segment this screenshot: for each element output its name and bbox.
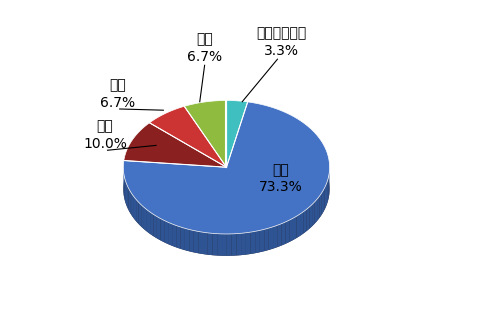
Polygon shape [309, 204, 312, 229]
Polygon shape [139, 202, 141, 227]
Polygon shape [164, 221, 168, 244]
Polygon shape [123, 122, 330, 256]
Polygon shape [327, 179, 328, 204]
Polygon shape [134, 197, 136, 221]
Text: 10.0%: 10.0% [83, 137, 127, 151]
Polygon shape [328, 176, 329, 200]
Polygon shape [232, 234, 236, 256]
Polygon shape [203, 232, 208, 255]
Polygon shape [241, 233, 246, 255]
Text: 73.3%: 73.3% [259, 180, 303, 194]
Polygon shape [160, 218, 164, 242]
Polygon shape [306, 207, 309, 231]
Polygon shape [194, 231, 198, 253]
Text: 台湾: 台湾 [97, 119, 113, 133]
Polygon shape [125, 179, 126, 204]
Polygon shape [150, 212, 153, 236]
Polygon shape [251, 231, 255, 254]
Text: 中国: 中国 [273, 163, 289, 177]
Text: タイ: タイ [196, 32, 213, 46]
Polygon shape [321, 191, 323, 215]
Polygon shape [236, 233, 241, 256]
Polygon shape [273, 225, 277, 249]
Polygon shape [326, 182, 327, 207]
Polygon shape [127, 185, 129, 210]
Polygon shape [293, 216, 297, 240]
Polygon shape [264, 228, 269, 251]
Polygon shape [323, 188, 325, 212]
Polygon shape [157, 216, 160, 240]
Polygon shape [168, 222, 172, 246]
Polygon shape [123, 102, 330, 234]
Polygon shape [297, 214, 300, 238]
Text: インドネシア: インドネシア [256, 26, 306, 40]
Polygon shape [300, 212, 303, 236]
Polygon shape [289, 218, 293, 242]
Text: 6.7%: 6.7% [100, 96, 135, 110]
Polygon shape [147, 210, 150, 234]
Text: 6.7%: 6.7% [187, 50, 222, 64]
Polygon shape [153, 214, 157, 238]
Polygon shape [255, 230, 260, 253]
Polygon shape [212, 233, 217, 256]
Polygon shape [325, 185, 326, 210]
Polygon shape [260, 229, 264, 252]
Polygon shape [317, 196, 319, 221]
Polygon shape [312, 202, 315, 226]
Polygon shape [281, 222, 285, 246]
Polygon shape [129, 188, 130, 213]
Polygon shape [319, 193, 321, 218]
Polygon shape [227, 234, 232, 256]
Polygon shape [208, 233, 212, 255]
Polygon shape [315, 199, 317, 224]
Text: 3.3%: 3.3% [263, 44, 299, 58]
Polygon shape [222, 234, 227, 256]
Polygon shape [124, 176, 125, 201]
Text: 韓国: 韓国 [109, 78, 126, 92]
Polygon shape [277, 224, 281, 247]
Polygon shape [136, 199, 139, 224]
Polygon shape [150, 106, 226, 167]
Polygon shape [144, 207, 147, 232]
Polygon shape [130, 191, 132, 216]
Polygon shape [126, 182, 127, 207]
Polygon shape [285, 220, 289, 244]
Polygon shape [303, 210, 306, 234]
Polygon shape [198, 231, 203, 254]
Polygon shape [246, 232, 251, 255]
Polygon shape [269, 227, 273, 250]
Polygon shape [185, 228, 189, 251]
Polygon shape [226, 100, 248, 167]
Polygon shape [172, 224, 176, 247]
Polygon shape [176, 226, 181, 249]
Polygon shape [124, 123, 226, 167]
Polygon shape [141, 205, 144, 229]
Polygon shape [217, 234, 222, 256]
Polygon shape [189, 229, 194, 252]
Polygon shape [132, 194, 134, 219]
Polygon shape [184, 100, 226, 167]
Polygon shape [181, 227, 185, 250]
